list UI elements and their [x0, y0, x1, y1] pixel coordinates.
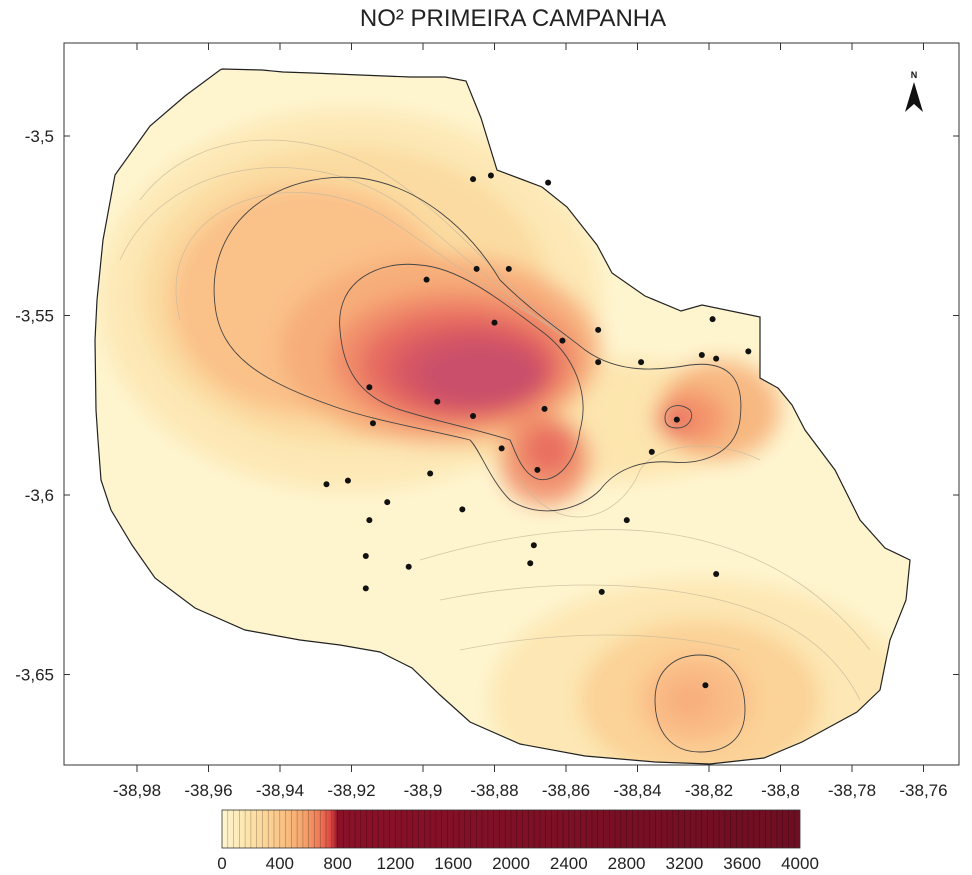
sample-point	[595, 359, 602, 366]
sample-point	[713, 355, 720, 362]
colorbar-label: 2400	[550, 854, 588, 873]
sample-point	[434, 398, 441, 405]
sample-point	[673, 416, 680, 423]
sample-point	[545, 179, 552, 186]
sample-point	[366, 384, 373, 391]
sample-point	[713, 570, 720, 577]
x-tick-label: -38,96	[184, 781, 232, 800]
sample-point	[541, 405, 548, 412]
sample-point	[534, 466, 541, 473]
plot-frame	[63, 42, 960, 766]
sample-point	[362, 585, 369, 592]
colorbar-label: 3200	[665, 854, 703, 873]
sample-point	[323, 481, 330, 488]
sample-point	[530, 542, 537, 549]
sample-point	[491, 319, 498, 326]
sample-point	[427, 470, 434, 477]
map-title: NO² PRIMEIRA CAMPANHA	[360, 5, 666, 32]
sample-point	[698, 351, 705, 358]
colorbar: 0 400 800 1200 1600 2000 2400 2800 3200 3600 4000	[217, 809, 819, 873]
x-tick-label: -38,92	[327, 781, 375, 800]
sample-point	[369, 420, 376, 427]
colorbar-label: 0	[217, 854, 226, 873]
sample-point	[559, 337, 566, 344]
sample-point	[527, 560, 534, 567]
y-tick-label: -3,6	[25, 486, 54, 505]
y-axis: -3,5 -3,55 -3,6 -3,65	[15, 127, 959, 685]
colorbar-label: 400	[266, 854, 294, 873]
colorbar-label: 800	[323, 854, 351, 873]
x-tick-label: -38,86	[542, 781, 590, 800]
y-tick-label: -3,5	[25, 127, 54, 146]
x-tick-label: -38,84	[613, 781, 661, 800]
sample-point	[487, 172, 494, 179]
x-tick-label: -38,94	[256, 781, 304, 800]
sample-point	[623, 517, 630, 524]
colorbar-label: 1600	[434, 854, 472, 873]
sample-point	[459, 506, 466, 513]
y-tick-label: -3,65	[15, 666, 54, 685]
sample-point	[598, 588, 605, 595]
sample-point	[648, 448, 655, 455]
colorbar-label: 2000	[492, 854, 530, 873]
sample-point	[709, 316, 716, 323]
colorbar-label: 2800	[608, 854, 646, 873]
north-arrow-icon: N	[905, 70, 923, 112]
y-tick-label: -3,55	[15, 307, 54, 326]
sample-point	[362, 553, 369, 560]
sample-point	[405, 563, 412, 570]
sample-point	[505, 265, 512, 272]
x-tick-label: -38,82	[685, 781, 733, 800]
x-tick-label: -38,9	[404, 781, 443, 800]
colorbar-ramp	[221, 809, 801, 849]
colorbar-label: 3600	[723, 854, 761, 873]
contour-fill	[95, 69, 910, 764]
sample-point	[470, 413, 477, 420]
sample-point	[745, 348, 752, 355]
x-tick-label: -38,98	[113, 781, 161, 800]
sample-point	[638, 359, 645, 366]
sample-point	[384, 499, 391, 506]
region-boundary	[94, 68, 911, 765]
sample-point	[423, 276, 430, 283]
colorbar-label: 1200	[376, 854, 414, 873]
sample-points	[323, 172, 752, 689]
colorbar-label: 4000	[781, 854, 819, 873]
sample-point	[498, 445, 505, 452]
north-label: N	[911, 70, 918, 80]
x-tick-label: -38,78	[828, 781, 876, 800]
x-axis: -38,98 -38,96 -38,94 -38,92 -38,9 -38,88 -38,8…	[113, 43, 948, 800]
x-tick-label: -38,8	[761, 781, 800, 800]
x-tick-label: -38,76	[899, 781, 947, 800]
sample-point	[702, 682, 709, 689]
sample-point	[344, 477, 351, 484]
sample-point	[366, 517, 373, 524]
sample-point	[595, 326, 602, 333]
sample-point	[470, 176, 477, 183]
x-tick-label: -38,88	[470, 781, 518, 800]
sample-point	[473, 265, 480, 272]
